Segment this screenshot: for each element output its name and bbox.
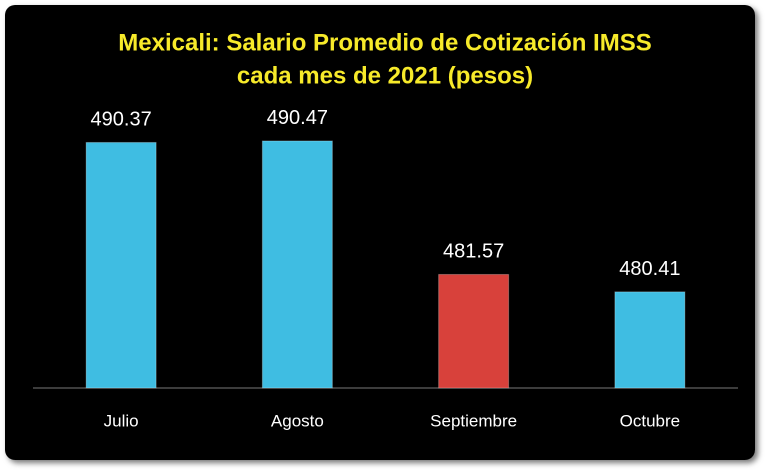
- data-label: 481.57: [443, 241, 504, 263]
- x-tick-label: Septiembre: [430, 411, 517, 430]
- chart-background: [5, 5, 755, 460]
- data-label: 490.47: [267, 107, 328, 129]
- bar: [438, 273, 510, 389]
- x-tick-label: Octubre: [620, 411, 680, 430]
- bar: [614, 291, 686, 389]
- x-tick-label: Agosto: [271, 411, 324, 430]
- x-tick-label: Julio: [104, 411, 139, 430]
- data-label: 480.41: [619, 258, 680, 280]
- bar: [85, 141, 157, 389]
- chart-title: Mexicali: Salario Promedio de Cotización…: [118, 29, 651, 56]
- bar: [261, 140, 333, 389]
- data-label: 490.37: [91, 109, 152, 131]
- chart-title: cada mes de 2021 (pesos): [237, 62, 533, 89]
